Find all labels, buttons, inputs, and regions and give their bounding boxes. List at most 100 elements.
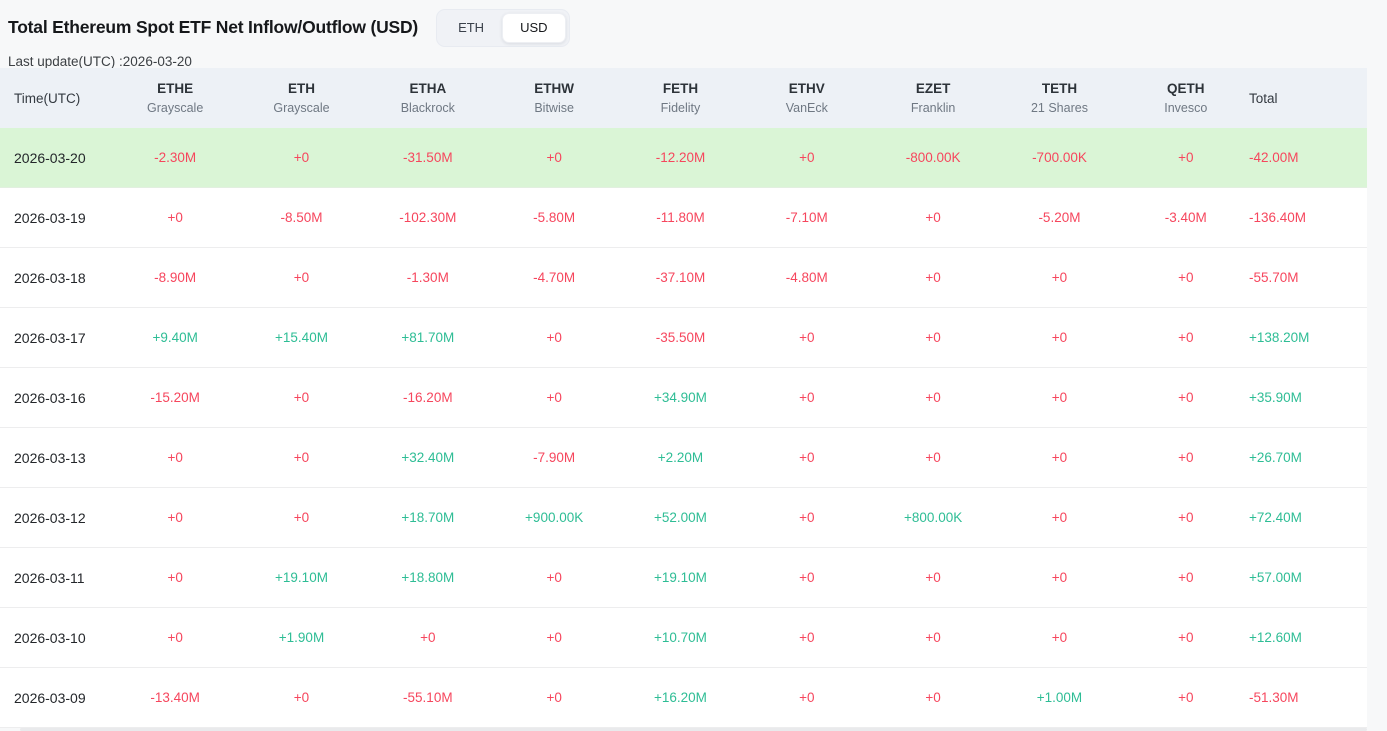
flow-value: +1.00M [1036, 690, 1083, 705]
flow-value: +0 [1178, 270, 1194, 285]
col-ticker-label: QETH [1167, 81, 1205, 97]
col-issuer-label: Blackrock [400, 101, 455, 116]
flow-value: -102.30M [399, 210, 457, 225]
flow-value: +0 [925, 450, 941, 465]
flow-value: +0 [925, 630, 941, 645]
flow-value: +0 [799, 390, 815, 405]
flow-value: -12.20M [655, 150, 706, 165]
flow-value: +52.00M [654, 510, 707, 525]
flow-value: +0 [546, 690, 562, 705]
row-total-value: +138.20M [1248, 330, 1310, 345]
flow-value: +0 [167, 630, 183, 645]
table-row: 2026-03-10 +0 +1.90M +0 +0 +10.70M +0 +0 +0 +0 +12… [0, 608, 1367, 668]
flow-value: +0 [925, 570, 941, 585]
col-header-etha: ETHA Blackrock [365, 79, 491, 117]
flow-value: +0 [293, 270, 310, 285]
flow-value: -2.30M [154, 150, 197, 165]
flow-value: +16.20M [654, 690, 707, 705]
flow-value: +0 [1178, 510, 1194, 525]
row-date: 2026-03-16 [14, 389, 86, 406]
row-total-value: -42.00M [1248, 150, 1299, 165]
flow-value: +0 [167, 210, 183, 225]
flow-value: +0 [925, 270, 941, 285]
flow-value: +0 [925, 390, 941, 405]
table-row: 2026-03-18 -8.90M +0 -1.30M -4.70M -37.10M -4.… [0, 248, 1367, 308]
col-ticker-label: EZET [915, 81, 951, 97]
flow-value: -15.20M [150, 390, 200, 405]
flow-value: -37.10M [655, 270, 706, 285]
flow-value: +0 [925, 210, 941, 225]
flow-value: +0 [1178, 630, 1194, 645]
flow-value: +18.80M [401, 570, 455, 585]
flow-value: +0 [799, 330, 815, 345]
flow-value: -13.40M [150, 690, 200, 705]
flow-value: +0 [1178, 330, 1194, 345]
flow-value: +1.90M [278, 630, 325, 645]
table-row: 2026-03-19 +0 -8.50M -102.30M -5.80M -11.80M -… [0, 188, 1367, 248]
flow-value: +900.00K [525, 510, 584, 525]
flow-value: +10.70M [654, 630, 707, 645]
flow-value: -35.50M [655, 330, 706, 345]
title-row: Total Ethereum Spot ETF Net Inflow/Outfl… [8, 9, 1387, 47]
flow-value: +0 [799, 570, 815, 585]
table-row: 2026-03-09 -13.40M +0 -55.10M +0 +16.20M +0 +0 +… [0, 668, 1367, 728]
flow-value: +2.20M [657, 450, 704, 465]
flow-value: +0 [546, 390, 562, 405]
last-update-label: Last update(UTC) :2026-03-20 [8, 53, 192, 69]
flow-value: +0 [1051, 450, 1068, 465]
table-row: 2026-03-17 +9.40M +15.40M +81.70M +0 -35.50M +… [0, 308, 1367, 368]
col-issuer-label: Fidelity [660, 101, 701, 116]
col-header-qeth: QETH Invesco [1123, 79, 1249, 117]
flow-value: +34.90M [654, 390, 707, 405]
flow-value: +0 [799, 150, 815, 165]
row-total-value: +26.70M [1248, 450, 1302, 465]
horizontal-scrollbar[interactable] [20, 728, 1367, 731]
table-row: 2026-03-13 +0 +0 +32.40M -7.90M +2.20M +0 +0 +0 +… [0, 428, 1367, 488]
flow-value: +0 [420, 630, 436, 645]
flow-value: +0 [1178, 390, 1194, 405]
flow-value: +0 [1051, 510, 1068, 525]
row-total-value: -136.40M [1248, 210, 1306, 225]
flow-value: +0 [546, 630, 562, 645]
row-date: 2026-03-17 [14, 329, 86, 346]
flow-value: -800.00K [905, 150, 961, 165]
flow-value: +0 [293, 390, 310, 405]
col-header-ethe: ETHE Grayscale [112, 79, 238, 117]
flow-value: +0 [1178, 450, 1194, 465]
flow-value: -700.00K [1032, 150, 1087, 165]
table-header-row: Time(UTC) ETHE Grayscale ETH Grayscale ETHA B… [0, 68, 1367, 128]
row-total-value: -55.70M [1248, 270, 1299, 285]
flow-value: +15.40M [275, 330, 328, 345]
toggle-option-usd[interactable]: USD [502, 13, 566, 43]
row-date: 2026-03-20 [14, 149, 86, 166]
flow-value: +0 [293, 510, 310, 525]
flow-value: -8.50M [280, 210, 323, 225]
flow-value: +800.00K [904, 510, 963, 525]
table-row: 2026-03-16 -15.20M +0 -16.20M +0 +34.90M +0 +0 +… [0, 368, 1367, 428]
col-issuer-label: Invesco [1164, 101, 1208, 116]
col-ticker-label: TETH [1041, 81, 1078, 97]
row-date: 2026-03-19 [14, 209, 86, 226]
row-date: 2026-03-09 [14, 689, 86, 706]
etf-flow-table: Time(UTC) ETHE Grayscale ETH Grayscale ETHA B… [0, 68, 1367, 728]
row-total-value: +35.90M [1248, 390, 1302, 405]
flow-value: -31.50M [403, 150, 453, 165]
flow-value: +0 [293, 450, 310, 465]
flow-value: -4.70M [533, 270, 576, 285]
flow-value: +0 [925, 330, 941, 345]
col-header-feth: FETH Fidelity [617, 79, 743, 117]
table-body: 2026-03-20 -2.30M +0 -31.50M +0 -12.20M +0 -800… [0, 128, 1367, 728]
toggle-option-eth[interactable]: ETH [458, 20, 485, 35]
flow-value: +0 [1051, 270, 1068, 285]
flow-value: +0 [167, 570, 183, 585]
flow-value: -5.80M [533, 210, 576, 225]
col-header-ethv: ETHV VanEck [744, 79, 870, 117]
col-ticker-label: ETHV [788, 81, 825, 97]
col-header-ezet: EZET Franklin [870, 79, 996, 117]
row-date: 2026-03-10 [14, 629, 86, 646]
flow-value: +0 [546, 330, 562, 345]
flow-value: +81.70M [401, 330, 455, 345]
flow-value: +0 [1051, 630, 1068, 645]
col-header-teth: TETH 21 Shares [996, 79, 1122, 117]
row-total-value: +72.40M [1248, 510, 1302, 525]
